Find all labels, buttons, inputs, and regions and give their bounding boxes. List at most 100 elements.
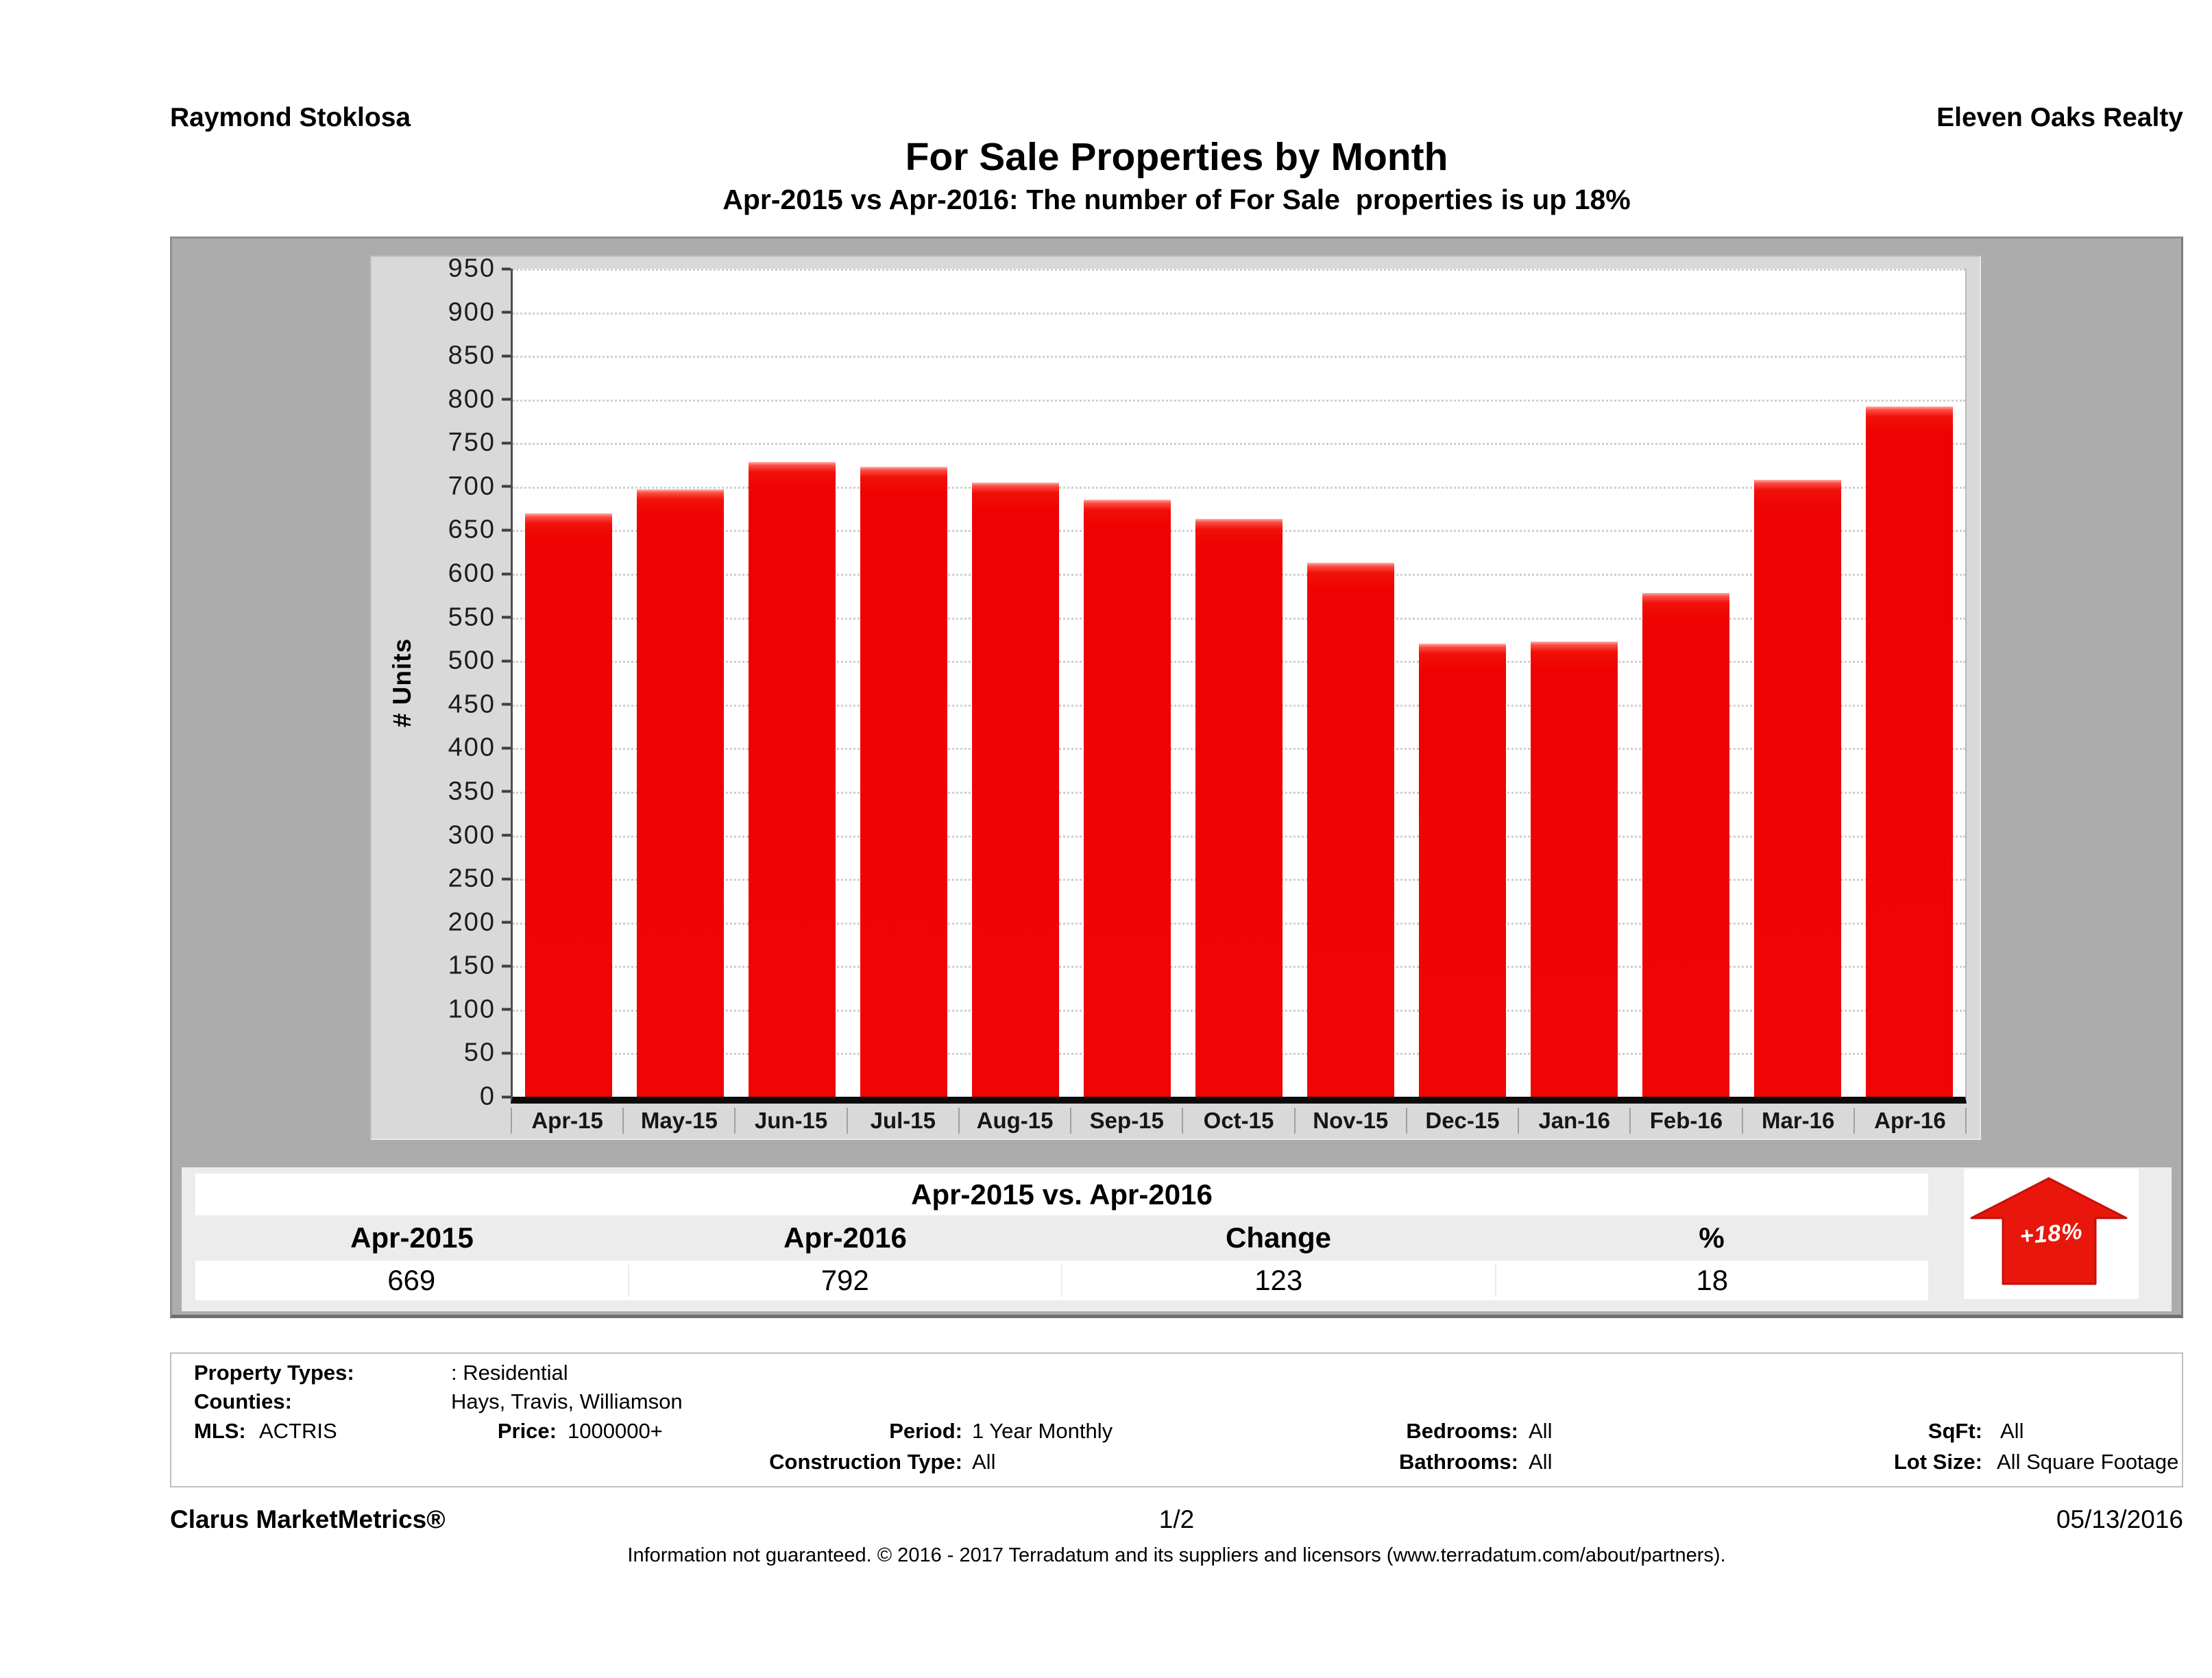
x-label-Jul-15: Jul-15: [846, 1108, 958, 1134]
chart-container: # Units 950 900 850 800 750 700 650 600 550 500 45…: [170, 236, 2183, 1318]
summary-col-Apr-2016: Apr-2016: [783, 1221, 907, 1254]
page-number: 1/2: [1158, 1505, 1195, 1533]
y-tick-850: 850: [448, 341, 511, 371]
bar-slot-Aug-15: [960, 269, 1071, 1097]
x-label-Nov-15: Nov-15: [1293, 1108, 1406, 1134]
x-label-Apr-16: Apr-16: [1853, 1108, 1967, 1134]
period-label: Period:: [889, 1419, 962, 1443]
y-tick-450: 450: [448, 690, 511, 719]
mls-value: ACTRIS: [259, 1419, 337, 1443]
price-value: 1000000+: [568, 1419, 663, 1443]
summary-value-row: 669 792 123 18: [195, 1261, 1928, 1300]
price-label: Price:: [497, 1419, 557, 1443]
summary-strip: Apr-2015 vs. Apr-2016 Apr-2015 Apr-2016 Ch…: [182, 1167, 2172, 1311]
report-date: 05/13/2016: [2056, 1505, 2183, 1533]
summary-col-%: %: [1699, 1221, 1725, 1254]
disclaimer-text: Information not guaranteed. © 2016 - 201…: [627, 1544, 1726, 1566]
x-label-May-15: May-15: [622, 1108, 734, 1134]
x-label-Jan-16: Jan-16: [1518, 1108, 1629, 1134]
bar-Sep-15: [1083, 499, 1171, 1097]
summary-title: Apr-2015 vs. Apr-2016: [195, 1174, 1928, 1215]
construction-type-label: Construction Type:: [769, 1450, 962, 1474]
bar-Oct-15: [1195, 518, 1283, 1097]
x-label-Mar-16: Mar-16: [1741, 1108, 1854, 1134]
y-tick-750: 750: [448, 428, 511, 458]
y-tick-800: 800: [448, 385, 511, 414]
x-label-Aug-15: Aug-15: [958, 1108, 1070, 1134]
bathrooms-label: Bathrooms:: [1399, 1450, 1518, 1474]
summary-value-Change: 123: [1061, 1264, 1495, 1297]
y-tick-300: 300: [448, 820, 511, 850]
sqft-value: All: [2000, 1419, 2024, 1443]
bedrooms-value: All: [1529, 1419, 1553, 1443]
gridline-750: [513, 443, 1965, 446]
bar-chart-panel: # Units 950 900 850 800 750 700 650 600 550 500 45…: [370, 254, 1981, 1140]
bar-Aug-15: [971, 482, 1060, 1097]
period-value: 1 Year Monthly: [972, 1419, 1113, 1443]
summary-value-%: 18: [1494, 1264, 1929, 1297]
y-tick-650: 650: [448, 515, 511, 545]
filters-box: Property Types: : Residential Counties: …: [170, 1352, 2183, 1487]
bar-Dec-15: [1418, 643, 1507, 1097]
bar-slot-Apr-16: [1854, 269, 1965, 1097]
counties-value: Hays, Travis, Williamson: [451, 1389, 683, 1413]
y-tick-200: 200: [448, 908, 511, 937]
y-tick-550: 550: [448, 603, 511, 632]
y-tick-500: 500: [448, 646, 511, 676]
plot-area: [511, 269, 1967, 1104]
bedrooms-label: Bedrooms:: [1406, 1419, 1518, 1443]
property-types-value: : Residential: [451, 1361, 568, 1385]
bar-slot-Nov-15: [1295, 269, 1407, 1097]
x-label-Jun-15: Jun-15: [734, 1108, 846, 1134]
bar-slot-Oct-15: [1183, 269, 1295, 1097]
company-name: Eleven Oaks Realty: [1936, 103, 2183, 132]
bar-slot-Dec-15: [1407, 269, 1518, 1097]
y-tick-400: 400: [448, 733, 511, 763]
y-tick-350: 350: [448, 777, 511, 806]
summary-col-Change: Change: [1225, 1221, 1331, 1254]
bar-Jun-15: [748, 462, 836, 1097]
y-tick-0: 0: [480, 1082, 511, 1112]
y-tick-950: 950: [448, 254, 511, 284]
bar-slot-Jul-15: [848, 269, 960, 1097]
bar-series: [513, 269, 1965, 1097]
summary-col-Apr-2015: Apr-2015: [350, 1221, 474, 1254]
y-tick-250: 250: [448, 864, 511, 894]
bar-Mar-16: [1753, 479, 1842, 1097]
bar-Apr-16: [1865, 406, 1954, 1097]
y-tick-900: 900: [448, 297, 511, 327]
mls-label: MLS:: [194, 1419, 246, 1443]
bar-Jul-15: [860, 466, 948, 1097]
gridline-700: [513, 486, 1965, 489]
bar-slot-Feb-16: [1630, 269, 1742, 1097]
counties-label: Counties:: [194, 1389, 292, 1413]
x-axis-labels: Apr-15 May-15 Jun-15 Jul-15 Aug-15 Sep-15 Oct-…: [511, 1106, 1967, 1136]
up-arrow-icon: [1970, 1177, 2128, 1285]
construction-type-value: All: [972, 1450, 996, 1474]
gridline-800: [513, 399, 1965, 402]
sqft-label: SqFt:: [1928, 1419, 1982, 1443]
agent-name: Raymond Stoklosa: [170, 103, 411, 132]
bar-slot-May-15: [624, 269, 736, 1097]
bar-Apr-15: [524, 513, 613, 1097]
lot-size-label: Lot Size:: [1893, 1450, 1982, 1474]
bathrooms-value: All: [1529, 1450, 1553, 1474]
x-label-Feb-16: Feb-16: [1629, 1108, 1741, 1134]
gridline-950: [513, 269, 1965, 271]
gridline-850: [513, 356, 1965, 358]
gridline-900: [513, 312, 1965, 315]
bar-slot-Apr-15: [513, 269, 624, 1097]
lot-size-value: All Square Footage: [1997, 1450, 2179, 1474]
bar-slot-Jun-15: [736, 269, 848, 1097]
x-label-Dec-15: Dec-15: [1405, 1108, 1518, 1134]
property-types-label: Property Types:: [194, 1361, 354, 1385]
y-tick-100: 100: [448, 995, 511, 1024]
summary-value-Apr-2016: 792: [627, 1264, 1062, 1297]
bar-May-15: [636, 489, 725, 1097]
bar-Jan-16: [1530, 642, 1618, 1097]
bar-slot-Jan-16: [1518, 269, 1630, 1097]
x-label-Apr-15: Apr-15: [511, 1108, 622, 1134]
bar-slot-Mar-16: [1742, 269, 1854, 1097]
bar-slot-Sep-15: [1071, 269, 1183, 1097]
page-subtitle: Apr-2015 vs Apr-2016: The number of For …: [722, 184, 1631, 215]
